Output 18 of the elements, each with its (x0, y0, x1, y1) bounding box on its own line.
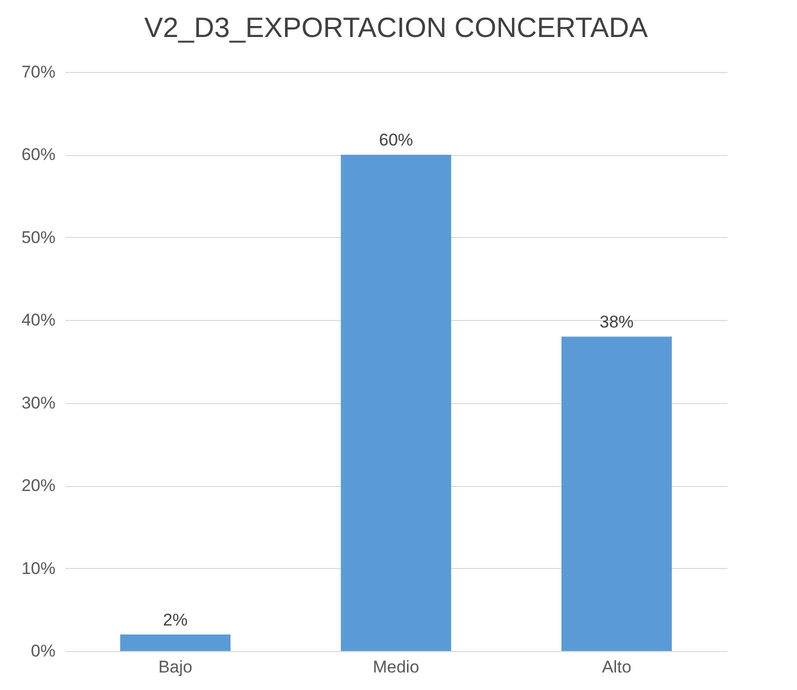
y-tick-label: 20% (21, 476, 56, 496)
bar (340, 154, 452, 651)
y-tick-label: 70% (21, 62, 56, 82)
bar (120, 634, 230, 651)
chart-title: V2_D3_EXPORTACION CONCERTADA (144, 12, 648, 43)
x-tick-label: Bajo (158, 658, 192, 676)
y-tick-label: 10% (21, 558, 56, 578)
x-tick-label: Medio (372, 658, 420, 676)
y-tick-label: 30% (21, 393, 56, 412)
y-tick-label: 0% (30, 642, 56, 660)
bar (562, 336, 672, 651)
y-tick-label: 60% (21, 145, 56, 164)
data-label: 60% (378, 130, 414, 150)
x-tick-label: Alto (602, 658, 632, 676)
y-tick-label: 40% (21, 310, 56, 330)
data-label: 38% (600, 312, 634, 332)
data-label: 2% (163, 610, 188, 630)
y-tick-label: 50% (21, 228, 56, 247)
